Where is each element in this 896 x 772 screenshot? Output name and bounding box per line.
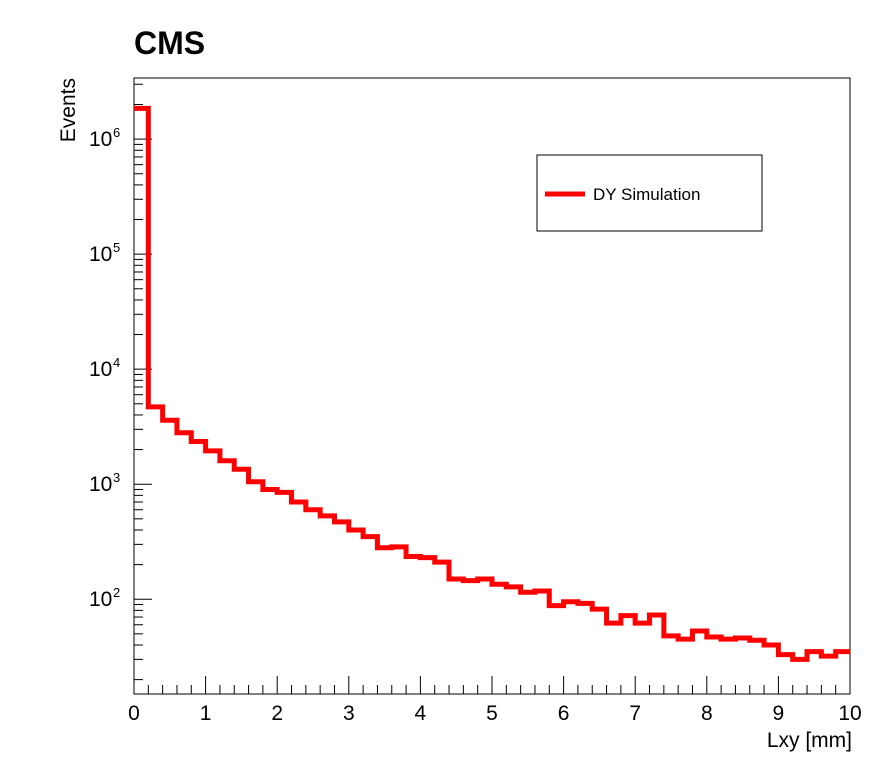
x-tick-label: 6 — [558, 702, 570, 725]
x-tick-label: 3 — [343, 702, 355, 725]
y-tick-label: 10 6 — [89, 125, 120, 151]
x-tick-label: 8 — [701, 702, 713, 725]
y-tick-label: 10 2 — [89, 585, 120, 611]
x-tick-label: 1 — [200, 702, 212, 725]
legend-dy-simulation-label: DY Simulation — [593, 185, 700, 204]
y-axis-label: Events — [57, 78, 80, 142]
dy-simulation-histogram-line — [134, 105, 850, 662]
y-tick-label-base: 10 — [89, 128, 112, 151]
y-tick-label: 10 5 — [89, 240, 120, 266]
x-tick-label: 10 — [838, 702, 861, 725]
x-tick-label: 9 — [773, 702, 785, 725]
y-tick-label-base: 10 — [89, 243, 112, 266]
legend: DY Simulation — [536, 154, 763, 232]
chart-title: CMS — [134, 25, 205, 61]
y-tick-label: 10 4 — [89, 355, 120, 381]
y-tick-label: 10 3 — [89, 470, 120, 496]
y-tick-label-exponent: 5 — [113, 240, 120, 255]
x-tick-label: 0 — [128, 702, 140, 725]
x-tick-label: 4 — [415, 702, 427, 725]
x-tick-label: 5 — [486, 702, 498, 725]
y-tick-label-exponent: 4 — [113, 355, 120, 370]
x-tick-label: 7 — [629, 702, 641, 725]
y-axis-ticks — [134, 83, 152, 681]
y-tick-label-exponent: 6 — [113, 125, 120, 140]
y-tick-label-base: 10 — [89, 473, 112, 496]
x-axis-tick-labels: 0 1 2 3 4 5 6 7 8 9 10 — [128, 702, 862, 725]
y-tick-label-exponent: 2 — [113, 585, 120, 600]
x-axis-label: Lxy [mm] — [767, 729, 852, 752]
y-tick-label-exponent: 3 — [113, 470, 120, 485]
x-tick-label: 2 — [271, 702, 283, 725]
y-tick-label-base: 10 — [89, 358, 112, 381]
y-tick-label-base: 10 — [89, 588, 112, 611]
x-axis-ticks — [133, 676, 851, 694]
